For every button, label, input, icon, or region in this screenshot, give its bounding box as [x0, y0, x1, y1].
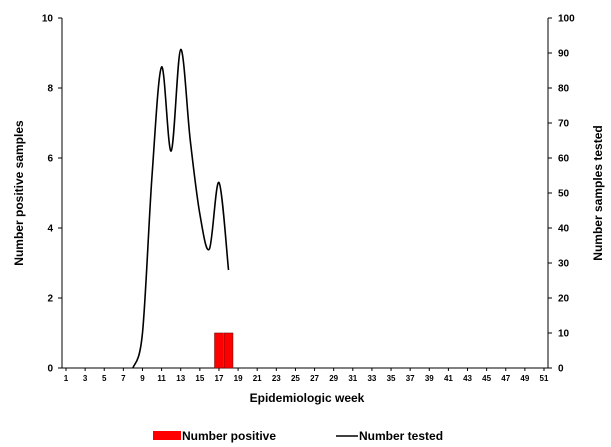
right-y-tick-label: 50 — [558, 189, 570, 200]
right-y-tick-label: 100 — [558, 14, 575, 25]
legend-label-number-tested: Number tested — [359, 429, 443, 443]
x-tick-label: 5 — [102, 374, 107, 383]
right-y-tick-label: 40 — [558, 224, 570, 235]
left-y-tick-label: 2 — [47, 294, 53, 305]
x-tick-label: 29 — [329, 374, 338, 383]
x-tick-label: 27 — [310, 374, 319, 383]
x-tick-label: 15 — [195, 374, 204, 383]
left-y-tick-label: 6 — [47, 154, 53, 165]
x-tick-label: 43 — [463, 374, 472, 383]
x-tick-label: 1 — [64, 374, 69, 383]
x-tick-label: 25 — [291, 374, 300, 383]
right-y-axis-title: Number samples tested — [591, 125, 605, 260]
x-tick-label: 49 — [520, 374, 529, 383]
x-tick-label: 37 — [406, 374, 415, 383]
left-y-tick-label: 8 — [47, 84, 53, 95]
right-y-tick-label: 10 — [558, 329, 570, 340]
x-tick-label: 21 — [253, 374, 262, 383]
right-y-tick-label: 90 — [558, 49, 570, 60]
x-axis-title: Epidemiologic week — [250, 391, 365, 405]
left-y-tick-label: 0 — [47, 364, 53, 375]
left-y-tick-label: 10 — [42, 14, 54, 25]
x-tick-label: 31 — [348, 374, 357, 383]
legend-swatch-number-positive — [153, 431, 181, 440]
x-tick-label: 23 — [272, 374, 281, 383]
x-tick-label: 51 — [540, 374, 549, 383]
right-y-tick-label: 60 — [558, 154, 570, 165]
bar-number-positive — [214, 332, 224, 369]
right-y-tick-label: 20 — [558, 294, 570, 305]
bar-number-positive — [223, 332, 234, 369]
x-tick-label: 41 — [444, 374, 453, 383]
legend: Number positive Number tested — [153, 429, 443, 443]
bar-series-number-positive — [214, 332, 234, 369]
line-series-number-tested — [132, 48, 230, 369]
x-tick-label: 47 — [501, 374, 510, 383]
x-tick-label: 9 — [140, 374, 145, 383]
right-y-tick-label: 70 — [558, 119, 570, 130]
left-y-axis-title: Number positive samples — [12, 120, 26, 266]
line-number-tested — [132, 48, 230, 369]
x-tick-label: 19 — [234, 374, 243, 383]
left-y-tick-label: 4 — [47, 224, 53, 235]
x-tick-label: 33 — [367, 374, 376, 383]
legend-label-number-positive: Number positive — [182, 429, 276, 443]
right-y-tick-label: 0 — [558, 364, 564, 375]
x-tick-label: 35 — [387, 374, 396, 383]
right-y-tick-label: 30 — [558, 259, 570, 270]
x-tick-label: 13 — [176, 374, 185, 383]
x-tick-label: 39 — [425, 374, 434, 383]
right-y-tick-label: 80 — [558, 84, 570, 95]
x-tick-label: 17 — [215, 374, 224, 383]
x-tick-label: 45 — [482, 374, 491, 383]
x-tick-label: 7 — [121, 374, 126, 383]
x-tick-label: 11 — [157, 374, 166, 383]
x-tick-label: 3 — [83, 374, 88, 383]
